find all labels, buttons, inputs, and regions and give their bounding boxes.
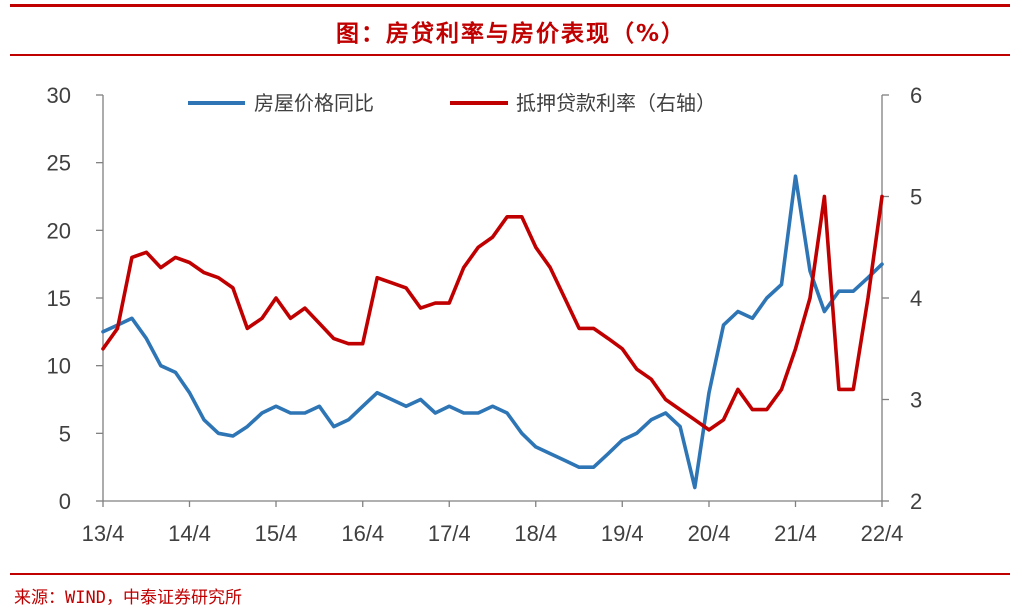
- y-right-tick-label: 4: [910, 286, 922, 311]
- footer-rule: [10, 573, 1010, 575]
- y-right-tick-label: 2: [910, 489, 922, 514]
- x-tick-label: 14/4: [168, 521, 211, 546]
- title-top-rule: [10, 4, 1010, 7]
- y-right-tick-label: 3: [910, 388, 922, 413]
- x-tick-label: 21/4: [774, 521, 817, 546]
- title-bottom-rule: [10, 54, 1010, 56]
- x-tick-label: 17/4: [428, 521, 471, 546]
- x-tick-label: 13/4: [82, 521, 125, 546]
- y-left-tick-label: 10: [47, 354, 71, 379]
- x-tick-label: 22/4: [861, 521, 904, 546]
- x-tick-label: 20/4: [688, 521, 731, 546]
- source-note: 来源：WIND，中泰证券研究所: [14, 588, 242, 608]
- y-left-tick-label: 30: [47, 83, 71, 108]
- series-line-house-price: [101, 174, 884, 490]
- y-left-tick-label: 0: [59, 489, 71, 514]
- legend-label-house-price: 房屋价格同比: [254, 91, 374, 115]
- chart-title: 图：房贷利率与房价表现（%）: [335, 21, 687, 47]
- y-left-tick-label: 25: [47, 151, 71, 176]
- x-tick-label: 16/4: [341, 521, 384, 546]
- y-right-tick-label: 5: [910, 185, 922, 210]
- legend-label-mortgage-rate: 抵押贷款利率（右轴）: [516, 91, 716, 115]
- y-left-tick-label: 15: [47, 286, 71, 311]
- y-left-tick-label: 20: [47, 218, 71, 243]
- x-tick-label: 19/4: [601, 521, 644, 546]
- x-tick-label: 15/4: [255, 521, 298, 546]
- y-left-tick-label: 5: [59, 421, 71, 446]
- series-line-mortgage-rate: [101, 194, 884, 432]
- y-right-tick-label: 6: [910, 83, 922, 108]
- x-tick-label: 18/4: [514, 521, 557, 546]
